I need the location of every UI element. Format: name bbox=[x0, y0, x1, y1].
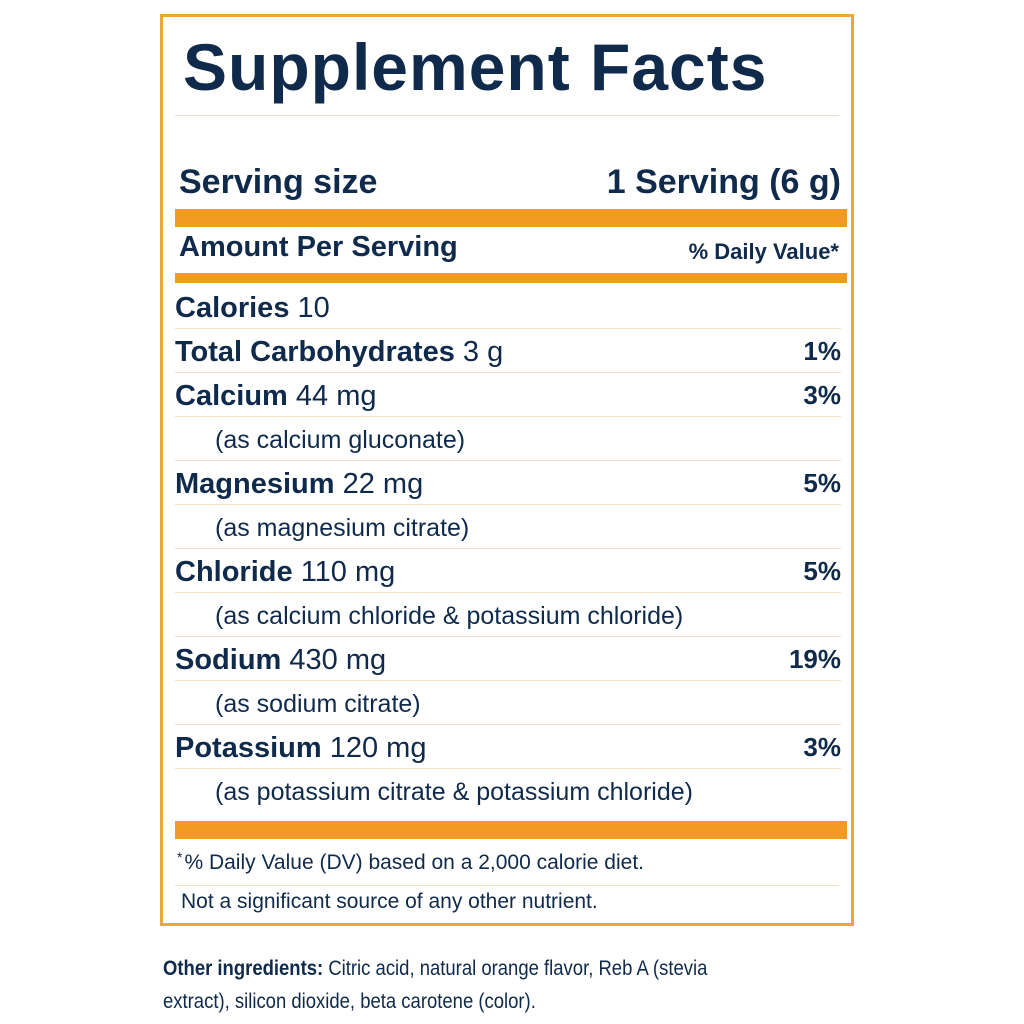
nutrient-source-calcium: (as calcium gluconate) bbox=[175, 417, 841, 461]
footnote-text: % Daily Value (DV) based on a 2,000 calo… bbox=[184, 851, 644, 874]
nutrient-daily-value: 5% bbox=[803, 468, 841, 498]
other-ingredients: Other ingredients: Citric acid, natural … bbox=[163, 952, 735, 1018]
nutrient-daily-value: 3% bbox=[803, 732, 841, 762]
nutrient-amount: 110 mg bbox=[300, 556, 396, 588]
nutrient-source-potassium: (as potassium citrate & potassium chlori… bbox=[175, 769, 841, 813]
nutrient-source: (as calcium gluconate) bbox=[215, 426, 466, 454]
nutrient-source: (as potassium citrate & potassium chlori… bbox=[215, 778, 693, 806]
nutrient-amount: 120 mg bbox=[329, 732, 427, 764]
nutrient-name: Total Carbohydrates bbox=[175, 336, 455, 368]
nutrient-amount: 22 mg bbox=[342, 468, 424, 500]
footnote-asterisk: * bbox=[177, 849, 183, 865]
nutrient-daily-value: 3% bbox=[803, 380, 841, 410]
nutrient-row-carbohydrates: Total Carbohydrates 3 g 1% bbox=[175, 329, 841, 373]
nutrient-name: Calories bbox=[175, 292, 290, 324]
nutrient-name: Sodium bbox=[175, 644, 282, 676]
not-significant-footnote: Not a significant source of any other nu… bbox=[181, 890, 598, 913]
nutrient-name: Magnesium bbox=[175, 468, 335, 500]
nutrient-daily-value: 19% bbox=[788, 644, 841, 674]
supplement-facts-panel: Supplement Facts Serving size 1 Serving … bbox=[160, 14, 854, 926]
serving-size-label: Serving size bbox=[179, 163, 378, 201]
nutrient-source-magnesium: (as magnesium citrate) bbox=[175, 505, 841, 549]
nutrient-source: (as magnesium citrate) bbox=[215, 514, 470, 542]
nutrient-amount: 430 mg bbox=[289, 644, 387, 676]
nutrient-row-chloride: Chloride 110 mg 5% bbox=[175, 549, 841, 593]
nutrient-name: Chloride bbox=[175, 556, 293, 588]
daily-value-heading: % Daily Value* bbox=[688, 239, 839, 264]
thick-divider bbox=[175, 209, 847, 227]
nutrient-source: (as sodium citrate) bbox=[215, 690, 421, 718]
nutrient-amount: 44 mg bbox=[295, 380, 377, 412]
other-ingredients-label: Other ingredients: bbox=[163, 957, 324, 980]
medium-divider bbox=[175, 273, 847, 283]
nutrient-row-potassium: Potassium 120 mg 3% bbox=[175, 725, 841, 769]
nutrient-amount: 3 g bbox=[462, 336, 504, 368]
nutrient-source-chloride: (as calcium chloride & potassium chlorid… bbox=[175, 593, 841, 637]
nutrient-source-sodium: (as sodium citrate) bbox=[175, 681, 841, 725]
serving-size-value: 1 Serving (6 g) bbox=[606, 163, 841, 201]
panel-title: Supplement Facts bbox=[183, 30, 768, 104]
nutrient-name: Calcium bbox=[175, 380, 288, 412]
nutrient-row-magnesium: Magnesium 22 mg 5% bbox=[175, 461, 841, 505]
divider bbox=[175, 885, 839, 886]
nutrient-daily-value: 1% bbox=[803, 336, 841, 366]
divider bbox=[175, 115, 839, 116]
nutrient-row-sodium: Sodium 430 mg 19% bbox=[175, 637, 841, 681]
nutrient-daily-value: 5% bbox=[803, 556, 841, 586]
amount-per-serving-heading: Amount Per Serving bbox=[179, 231, 458, 263]
daily-value-footnote: *% Daily Value (DV) based on a 2,000 cal… bbox=[177, 849, 644, 875]
nutrient-source: (as calcium chloride & potassium chlorid… bbox=[215, 602, 684, 630]
nutrient-name: Potassium bbox=[175, 732, 322, 764]
nutrient-row-calories: Calories 10 bbox=[175, 285, 841, 329]
nutrient-row-calcium: Calcium 44 mg 3% bbox=[175, 373, 841, 417]
thick-divider-bottom bbox=[175, 821, 847, 839]
other-ingredients-text: Citric acid, natural orange flavor, Reb … bbox=[163, 957, 708, 1013]
nutrient-amount: 10 bbox=[297, 292, 330, 324]
